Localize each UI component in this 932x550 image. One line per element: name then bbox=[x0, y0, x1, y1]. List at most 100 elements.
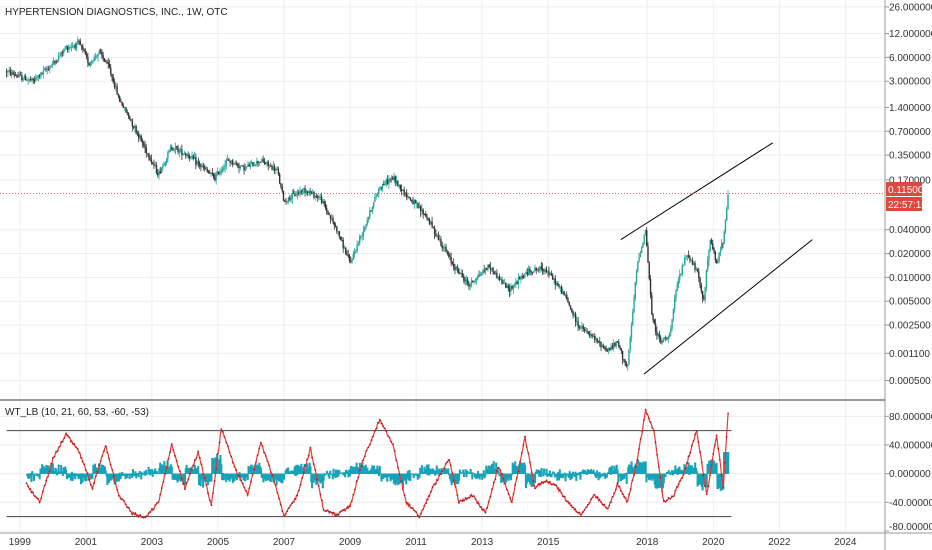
price-candle-body bbox=[146, 153, 149, 155]
indicator-wt-dot bbox=[482, 508, 485, 511]
indicator-wt-dot bbox=[611, 495, 614, 498]
indicator-histogram-bar bbox=[416, 473, 419, 480]
price-candle-body bbox=[508, 288, 511, 292]
chart-title[interactable]: HYPERTENSION DIAGNOSTICS, INC., 1W, OTC bbox=[5, 7, 228, 18]
indicator-wt-dot bbox=[555, 484, 558, 487]
indicator-axis[interactable]: 80.000000 40.000000 0.000000 -40.000000 -80.… bbox=[885, 412, 932, 533]
price-candle-body bbox=[536, 269, 539, 271]
price-candle-body bbox=[380, 187, 382, 189]
indicator-wt-dot bbox=[91, 487, 94, 490]
price-candle-body bbox=[167, 152, 169, 159]
price-candle-body bbox=[422, 209, 424, 214]
indicator-wt-dot bbox=[263, 451, 266, 454]
indicator-wt-dot bbox=[603, 503, 606, 506]
price-candle-body bbox=[398, 184, 400, 187]
indicator-histogram-bar bbox=[491, 463, 494, 474]
price-axis[interactable]: 26.000000 12.000000 6.000000 3.000000 1.4000… bbox=[885, 2, 932, 387]
time-axis[interactable]: 1999 2001 2003 2005 2007 2009 2011 2013 2015 2018… bbox=[9, 537, 857, 548]
indicator-histogram-bar bbox=[57, 464, 60, 474]
time-axis-label: 2007 bbox=[273, 537, 296, 548]
indicator-wt-dot bbox=[164, 473, 167, 475]
price-candle-body bbox=[40, 72, 42, 77]
indicator-histogram-bar bbox=[210, 473, 213, 482]
indicator-wt-dot bbox=[532, 480, 535, 482]
indicator-wt-dot bbox=[449, 464, 452, 467]
indicator-wt-dot bbox=[279, 503, 282, 506]
indicator-histogram-bar bbox=[32, 473, 35, 481]
price-candle-body bbox=[521, 275, 523, 277]
indicator-histogram-bar bbox=[462, 469, 465, 474]
indicator-wt-dot bbox=[212, 492, 214, 495]
indicator-wt-dot bbox=[226, 445, 229, 448]
price-candle-body bbox=[675, 290, 677, 299]
price-candle-body bbox=[663, 337, 666, 339]
indicator-wt-dot bbox=[619, 489, 622, 492]
indicator-wt-dot bbox=[378, 418, 381, 421]
indicator-wt-dot bbox=[294, 498, 297, 500]
indicator-wt-dot bbox=[134, 512, 137, 515]
indicator-wt-dot bbox=[697, 441, 700, 443]
price-candle-body bbox=[648, 262, 650, 279]
indicator-histogram-bar bbox=[464, 469, 467, 474]
price-candle-body bbox=[209, 172, 211, 174]
price-candle-body bbox=[212, 174, 215, 178]
price-candle-body bbox=[63, 49, 65, 54]
indicator-title[interactable]: WT_LB (10, 21, 60, 53, -60, -53) bbox=[5, 407, 149, 418]
trendlines[interactable] bbox=[620, 142, 813, 375]
indicator-histogram-bar bbox=[524, 464, 527, 474]
price-candle-body bbox=[366, 219, 369, 225]
price-candle-body bbox=[513, 284, 516, 286]
indicator-histogram-bar bbox=[563, 472, 566, 474]
price-candle-body bbox=[587, 331, 590, 334]
indicator-histogram-bar bbox=[279, 473, 282, 483]
price-candle-body bbox=[183, 153, 186, 155]
indicator-histogram-bar bbox=[364, 464, 367, 474]
price-candle-body bbox=[89, 62, 92, 66]
price-candle-body bbox=[223, 167, 225, 170]
indicator-wt-dot bbox=[246, 494, 249, 496]
price-candle-body bbox=[220, 170, 222, 173]
price-candle-body bbox=[267, 161, 269, 166]
indicator-wt-dot bbox=[35, 496, 38, 499]
price-candle-body bbox=[451, 262, 454, 264]
indicator-histogram-bar bbox=[233, 473, 236, 482]
indicator-histogram-bar bbox=[159, 462, 162, 474]
indicator-histogram-bar bbox=[73, 472, 76, 474]
indicator-wt-dot bbox=[636, 459, 639, 461]
indicator-histogram-bar bbox=[74, 473, 77, 480]
indicator-wt-dot bbox=[525, 446, 528, 448]
indicator-histogram-bar bbox=[557, 472, 560, 474]
price-candle-body bbox=[66, 46, 69, 51]
indicator-wt-dot bbox=[390, 440, 393, 443]
indicator-histogram-bar bbox=[106, 473, 109, 486]
price-candle-body bbox=[667, 336, 670, 339]
indicator-histogram-bar bbox=[145, 469, 148, 474]
indicator-wt-dot bbox=[139, 513, 142, 516]
indicator-histogram-bar bbox=[377, 468, 380, 474]
price-candle-body bbox=[249, 163, 252, 167]
indicator-wt-dot bbox=[291, 502, 294, 505]
indicator-histogram-bar bbox=[571, 473, 574, 479]
indicator-histogram-bar bbox=[460, 473, 463, 474]
indicator-wt-dot bbox=[301, 477, 304, 479]
indicator-wt-dot bbox=[321, 499, 323, 502]
price-candle-body bbox=[75, 42, 78, 49]
indicator-histogram-bar bbox=[208, 473, 211, 482]
indicator-histogram-bar bbox=[31, 471, 34, 474]
price-candle-body bbox=[661, 341, 663, 343]
indicator-wt-dot bbox=[393, 449, 396, 452]
price-candle-body bbox=[459, 273, 461, 274]
indicator-axis-label: 0.000000 bbox=[889, 469, 931, 480]
indicator-wt-dot bbox=[122, 499, 125, 502]
price-candle-body bbox=[454, 267, 456, 270]
indicator-wt-dot bbox=[60, 441, 62, 444]
indicator-histogram-bar bbox=[510, 473, 513, 475]
indicator-wt-dot bbox=[332, 511, 335, 514]
indicator-histogram-bar bbox=[574, 471, 577, 474]
indicator-wt-dot bbox=[28, 488, 31, 491]
price-candle-body bbox=[624, 360, 626, 364]
time-axis-label: 2018 bbox=[636, 537, 659, 548]
indicator-histogram-bar bbox=[510, 473, 513, 481]
indicator-wt-dot bbox=[448, 459, 451, 461]
